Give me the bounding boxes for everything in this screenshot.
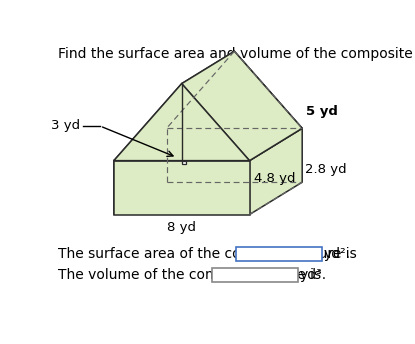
Text: The surface area of the composite figure is: The surface area of the composite figure… bbox=[58, 247, 357, 261]
Text: 5 yd: 5 yd bbox=[306, 105, 338, 118]
Text: yd².: yd². bbox=[324, 247, 351, 261]
Polygon shape bbox=[114, 128, 166, 215]
Polygon shape bbox=[114, 161, 249, 215]
Polygon shape bbox=[114, 51, 234, 161]
Polygon shape bbox=[114, 84, 249, 161]
Polygon shape bbox=[114, 128, 302, 161]
Text: 3 yd: 3 yd bbox=[51, 119, 81, 132]
Polygon shape bbox=[166, 51, 302, 128]
Polygon shape bbox=[249, 128, 302, 215]
Text: 8 yd: 8 yd bbox=[167, 221, 196, 234]
Text: Find the surface area and volume of the composite figure.: Find the surface area and volume of the … bbox=[58, 47, 415, 62]
Text: The volume of the composite figure is: The volume of the composite figure is bbox=[58, 268, 321, 282]
Text: yd³.: yd³. bbox=[300, 268, 327, 282]
Text: 2.8 yd: 2.8 yd bbox=[305, 163, 346, 176]
Polygon shape bbox=[182, 51, 302, 161]
FancyBboxPatch shape bbox=[236, 247, 322, 261]
FancyBboxPatch shape bbox=[212, 268, 298, 282]
Text: 4.8 yd: 4.8 yd bbox=[254, 172, 295, 185]
Polygon shape bbox=[182, 161, 186, 164]
